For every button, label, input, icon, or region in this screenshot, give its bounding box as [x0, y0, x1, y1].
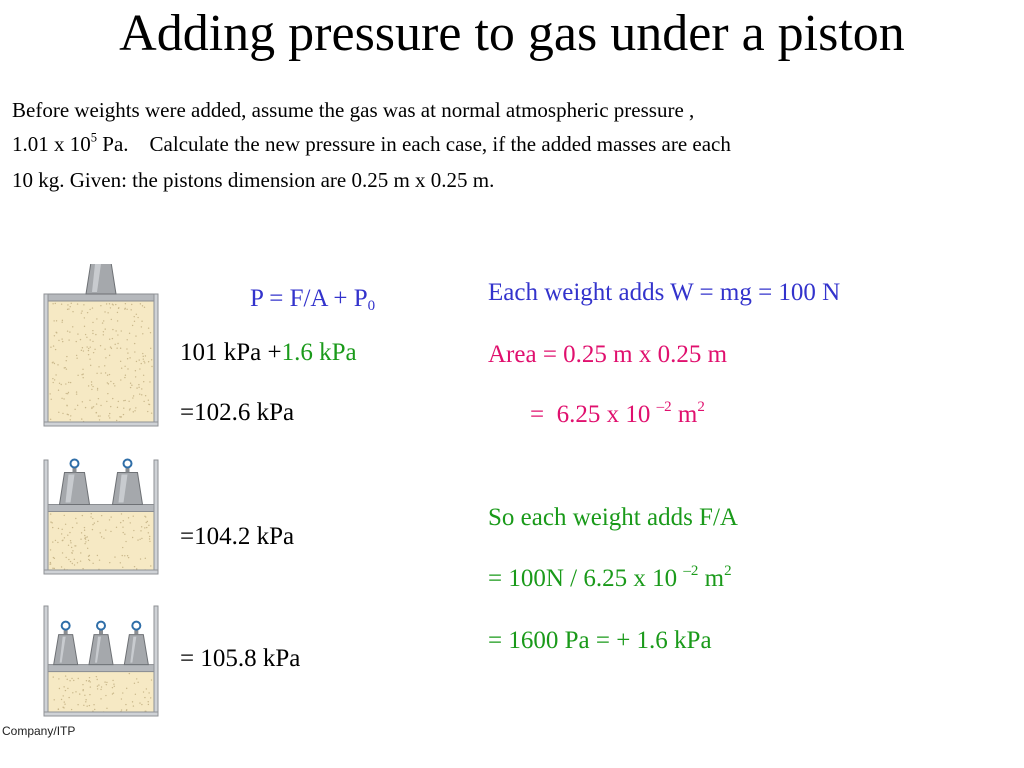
- piston-diagram-1: [43, 264, 159, 427]
- case-1-result: =102.6 kPa: [180, 399, 295, 426]
- weight-hook: [96, 620, 106, 631]
- weight-stem: [99, 629, 103, 635]
- cylinder-wall-right: [153, 459, 159, 575]
- area-result: = 6.25 x 10 –2 m2: [530, 398, 705, 428]
- weight-stem: [134, 629, 139, 635]
- gas-speckles: [52, 672, 153, 713]
- gas-speckles: [49, 512, 152, 571]
- piston-plate: [47, 293, 155, 302]
- cylinder-wall-left: [43, 605, 49, 717]
- intro-line-3: 10 kg. Given: the pistons dimension are …: [12, 168, 495, 192]
- weight-hook: [69, 458, 80, 469]
- weight-body: [85, 264, 117, 295]
- cylinder-wall-left: [43, 459, 49, 575]
- weight-1: [58, 458, 91, 505]
- cylinder-base: [43, 421, 159, 427]
- weight-stem: [63, 629, 68, 635]
- weight-1: [85, 264, 117, 295]
- weight-highlight: [65, 474, 75, 503]
- fa-calc: = 100N / 6.25 x 10 –2 m2: [488, 562, 732, 592]
- weight-highlight: [59, 636, 66, 663]
- piston-diagram-2: [43, 458, 159, 575]
- weight-highlight: [95, 636, 101, 663]
- weight-hook: [60, 620, 71, 631]
- cylinder-base: [43, 711, 159, 717]
- weight-body: [58, 472, 91, 505]
- weight-stem: [72, 467, 77, 473]
- gas-fill: [48, 301, 154, 424]
- weight-3: [123, 620, 149, 666]
- weight-hook: [122, 458, 133, 469]
- piston-plate: [47, 504, 155, 512]
- cylinder-wall-right: [153, 605, 159, 717]
- pressure-formula: P = F/A + P0: [250, 285, 376, 314]
- weight-body: [88, 634, 114, 666]
- case-1-sum: 101 kPa +1.6 kPa: [180, 339, 357, 366]
- gas-fill: [48, 511, 154, 572]
- piston-plate: [47, 664, 155, 673]
- weight-highlight: [130, 636, 137, 663]
- cylinder-base: [43, 569, 159, 575]
- image-credit: Company/ITP: [2, 724, 76, 738]
- weight-1: [53, 620, 79, 666]
- weight-stem: [125, 467, 130, 473]
- weight-hook: [131, 620, 142, 631]
- weight-highlight: [118, 474, 128, 503]
- intro-line-1: Before weights were added, assume the ga…: [12, 98, 695, 122]
- case-2-result: =104.2 kPa: [180, 523, 295, 550]
- intro-line-2: 1.01 x 105 Pa. Calculate the new pressur…: [12, 130, 731, 156]
- weight-2: [111, 458, 144, 505]
- fa-intro: So each weight adds F/A: [488, 504, 738, 531]
- slide-title: Adding pressure to gas under a piston: [119, 5, 905, 62]
- gas-speckles: [49, 302, 153, 423]
- weight-body: [123, 634, 149, 666]
- cylinder-wall-right: [153, 293, 159, 427]
- weight-body: [53, 634, 79, 666]
- weight-body: [111, 472, 144, 505]
- fa-result: = 1600 Pa = + 1.6 kPa: [488, 627, 712, 654]
- weight-calc: Each weight adds W = mg = 100 N: [488, 279, 841, 306]
- cylinder-wall-left: [43, 293, 49, 427]
- weight-2: [88, 620, 114, 666]
- weight-highlight: [92, 264, 101, 292]
- case-3-result: = 105.8 kPa: [180, 645, 301, 672]
- area-calc: Area = 0.25 m x 0.25 m: [488, 341, 728, 368]
- piston-diagram-3: [43, 605, 159, 717]
